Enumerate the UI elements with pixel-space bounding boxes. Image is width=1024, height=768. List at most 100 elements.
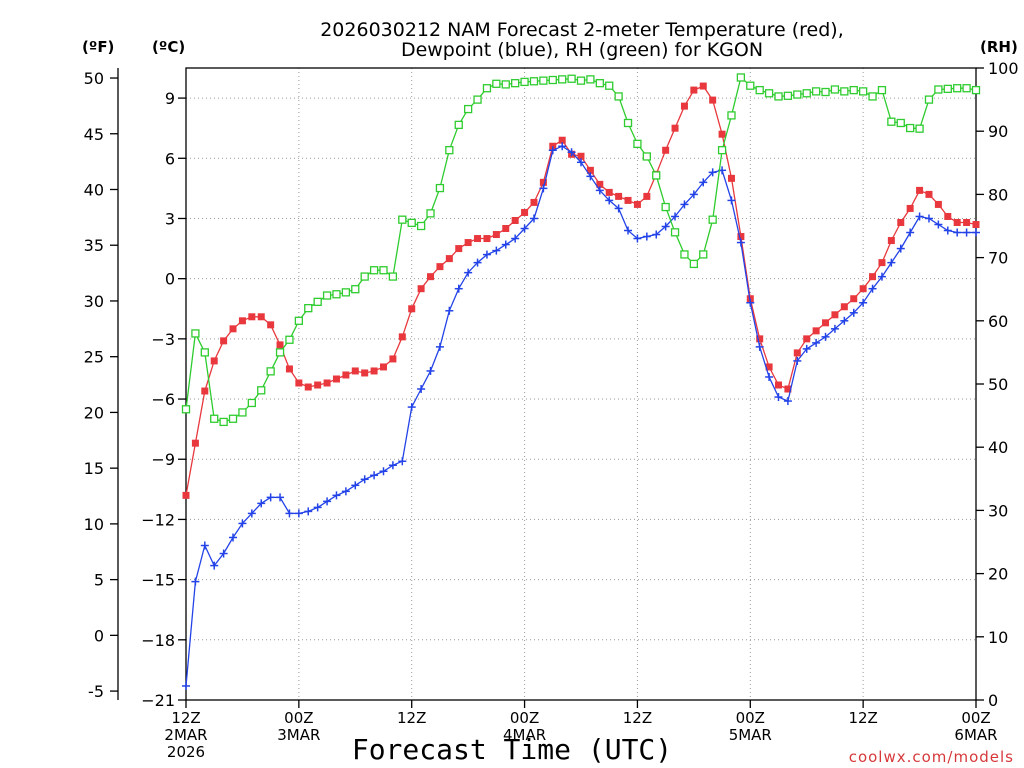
fahrenheit-tick-label: 45: [84, 125, 104, 144]
data-point: [821, 332, 830, 341]
data-point: [323, 379, 331, 387]
data-point: [727, 111, 736, 120]
data-point: [784, 385, 792, 393]
data-point: [294, 316, 304, 325]
data-point: [360, 475, 369, 484]
data-point: [314, 381, 322, 389]
data-point: [520, 224, 529, 233]
data-point: [322, 291, 332, 300]
data-point: [717, 146, 727, 155]
data-point: [275, 348, 285, 357]
x-axis-title: Forecast Time (UTC): [352, 733, 672, 766]
data-point: [379, 467, 388, 476]
data-point: [332, 375, 340, 383]
celsius-tick-label: 3: [165, 209, 175, 228]
data-point: [963, 218, 971, 226]
data-point: [614, 92, 623, 101]
data-point: [267, 321, 275, 329]
data-point: [398, 333, 406, 341]
data-point: [285, 509, 294, 518]
data-point: [887, 117, 896, 126]
data-point: [483, 235, 491, 243]
celsius-tick-label: −9: [151, 450, 175, 469]
data-point: [643, 192, 651, 200]
data-point: [887, 258, 896, 267]
rh-tick-label: 70: [988, 249, 1008, 268]
data-point: [445, 306, 454, 315]
data-point: [830, 85, 840, 94]
data-point: [699, 250, 708, 259]
data-point: [840, 87, 849, 96]
data-point: [576, 76, 586, 85]
data-point: [661, 222, 670, 231]
data-point: [408, 305, 416, 313]
x-tick-label: 2026: [167, 743, 205, 761]
data-point: [220, 337, 228, 345]
data-point: [755, 342, 764, 351]
fahrenheit-tick-label: 50: [84, 69, 104, 88]
data-point: [858, 87, 868, 96]
chart-title-line1: 2026030212 NAM Forecast 2-meter Temperat…: [320, 19, 844, 41]
data-point: [916, 186, 924, 194]
data-point: [850, 295, 858, 303]
x-tick-label: 4MAR: [503, 726, 546, 744]
data-point: [671, 124, 679, 132]
fahrenheit-tick-label: 20: [84, 403, 104, 422]
data-point: [276, 341, 284, 349]
rh-tick-label: 0: [988, 691, 998, 710]
data-point: [906, 123, 915, 133]
data-point: [680, 102, 688, 110]
data-point: [953, 84, 962, 93]
data-point: [417, 285, 425, 293]
data-point: [642, 232, 651, 241]
data-point: [746, 81, 755, 90]
series-layer: [181, 73, 981, 690]
data-point: [671, 212, 680, 221]
data-point: [756, 335, 764, 343]
data-point: [257, 313, 265, 321]
data-point: [351, 481, 360, 490]
data-point: [859, 298, 868, 307]
data-point: [849, 308, 858, 317]
x-tick-label: 12Z: [397, 709, 426, 727]
data-point: [520, 77, 529, 87]
data-point: [445, 255, 453, 263]
data-point: [285, 335, 294, 344]
data-point: [257, 386, 266, 395]
data-point: [803, 335, 811, 343]
x-tick-label: 12Z: [848, 709, 877, 727]
data-point: [708, 215, 717, 224]
celsius-tick-label: −18: [141, 631, 175, 650]
data-point: [727, 174, 735, 182]
data-point: [821, 87, 830, 97]
data-point: [191, 329, 200, 338]
data-point: [436, 263, 444, 271]
data-point: [793, 90, 802, 99]
data-point: [577, 158, 585, 167]
data-point: [492, 79, 501, 88]
data-point: [915, 124, 924, 133]
rh-tick-label: 20: [988, 565, 1008, 584]
data-point: [680, 200, 689, 209]
data-point: [238, 519, 247, 528]
data-point: [511, 79, 520, 88]
data-point: [765, 372, 774, 381]
data-point: [595, 186, 604, 195]
data-point: [633, 139, 642, 148]
fahrenheit-tick-label: 10: [84, 515, 104, 534]
data-point: [482, 250, 491, 259]
data-point: [887, 237, 895, 245]
data-point: [586, 172, 595, 181]
data-point: [633, 200, 641, 208]
data-point: [906, 228, 915, 237]
data-point: [652, 171, 661, 180]
data-point: [511, 216, 519, 224]
data-point: [623, 118, 633, 128]
data-point: [323, 497, 332, 506]
data-point: [266, 367, 275, 376]
celsius-tick-label: 0: [165, 270, 175, 289]
data-point: [313, 297, 322, 306]
data-point: [605, 188, 613, 196]
data-point: [755, 85, 764, 95]
data-point: [332, 290, 341, 299]
